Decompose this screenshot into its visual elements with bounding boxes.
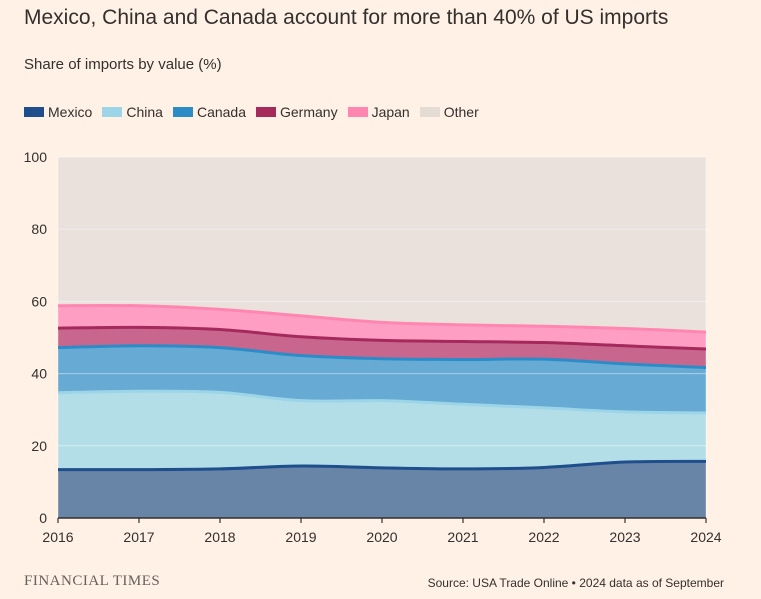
ft-logo: FINANCIAL TIMES <box>24 573 161 589</box>
chart-subtitle: Share of imports by value (%) <box>24 56 222 73</box>
legend-item-other: Other <box>419 104 479 120</box>
area-china <box>58 391 706 470</box>
legend-label: China <box>126 104 163 120</box>
area-mexico <box>58 461 706 518</box>
x-tick-label: 2022 <box>528 529 559 545</box>
legend-label: Japan <box>371 104 410 120</box>
x-tick-label: 2023 <box>609 529 640 545</box>
source-note: Source: USA Trade Online • 2024 data as … <box>427 576 724 590</box>
line-mexico <box>57 459 707 472</box>
area-germany <box>58 327 706 368</box>
legend-swatch <box>347 107 368 117</box>
area-other <box>58 157 706 333</box>
legend-label: Germany <box>280 104 338 120</box>
legend-item-germany: Germany <box>256 104 338 120</box>
legend-item-china: China <box>102 104 163 120</box>
legend-swatch <box>419 107 440 117</box>
x-tick-label: 2019 <box>285 529 316 545</box>
stacked-area-chart: 0 20 40 60 80 100 2016 2017 2018 2019 2020 2021 202… <box>24 149 722 545</box>
x-tick-label: 2017 <box>123 529 154 545</box>
area-canada <box>58 345 706 413</box>
y-tick-label: 60 <box>31 293 47 309</box>
chart-legend: Mexico China Canada Germany Japan Other <box>24 104 489 120</box>
legend-item-canada: Canada <box>172 104 246 120</box>
legend-swatch <box>256 107 276 117</box>
line-china <box>57 389 707 415</box>
y-tick-label: 0 <box>39 510 47 526</box>
legend-label: Canada <box>196 104 246 120</box>
y-tick-label: 80 <box>31 221 47 237</box>
chart-title: Mexico, China and Canada account for mor… <box>24 6 669 29</box>
legend-item-mexico: Mexico <box>24 104 92 120</box>
legend-label: Mexico <box>48 104 93 120</box>
area-japan <box>58 305 706 350</box>
y-tick-label: 40 <box>31 366 47 382</box>
line-canada <box>57 344 707 369</box>
legend-swatch <box>102 107 123 117</box>
y-tick-label: 100 <box>24 149 48 165</box>
x-tick-label: 2021 <box>447 529 478 545</box>
legend-label: Other <box>443 104 479 120</box>
x-tick-label: 2016 <box>42 529 73 545</box>
y-tick-label: 20 <box>31 438 47 454</box>
x-tick-label: 2020 <box>366 529 397 545</box>
line-japan <box>57 303 707 334</box>
line-germany <box>57 325 707 351</box>
legend-swatch <box>24 107 44 117</box>
x-tick-label: 2018 <box>204 529 235 545</box>
legend-item-japan: Japan <box>347 104 410 120</box>
x-tick-label: 2024 <box>690 529 721 545</box>
legend-swatch <box>172 107 193 117</box>
